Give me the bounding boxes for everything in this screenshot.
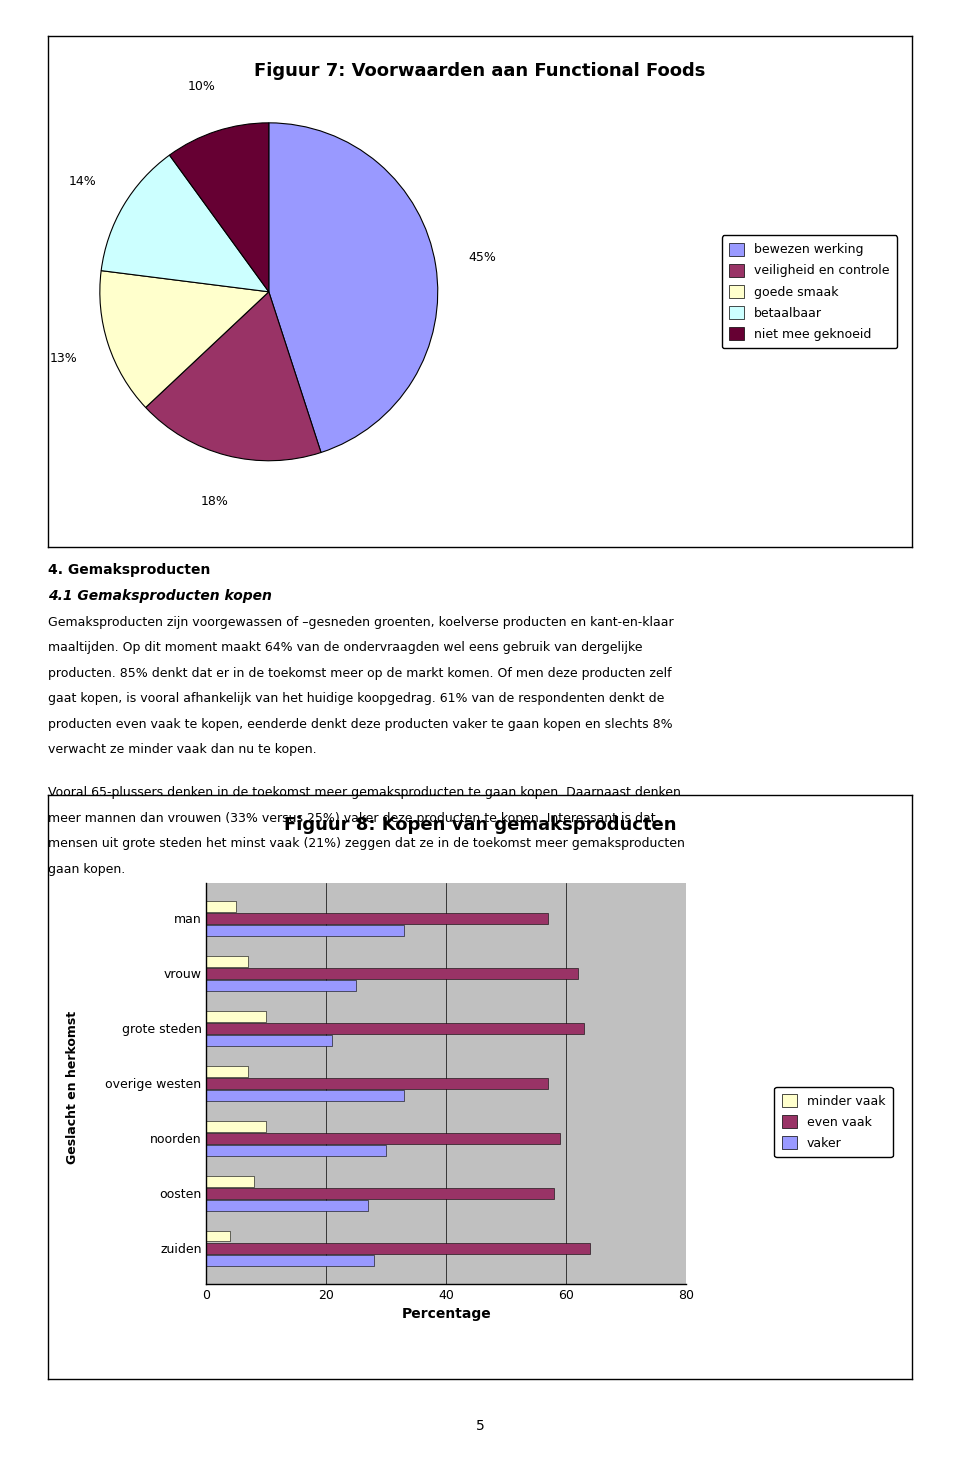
Bar xyxy=(206,1034,332,1046)
Wedge shape xyxy=(170,123,269,292)
Wedge shape xyxy=(100,270,269,407)
Text: producten even vaak te kopen, eenderde denkt deze producten vaker te gaan kopen : producten even vaak te kopen, eenderde d… xyxy=(48,718,673,731)
Bar xyxy=(206,1231,230,1242)
Text: 14%: 14% xyxy=(69,175,97,188)
Text: 13%: 13% xyxy=(49,352,77,365)
Bar xyxy=(206,1255,374,1265)
Text: verwacht ze minder vaak dan nu te kopen.: verwacht ze minder vaak dan nu te kopen. xyxy=(48,744,317,756)
Text: gaat kopen, is vooral afhankelijk van het huidige koopgedrag. 61% van de respond: gaat kopen, is vooral afhankelijk van he… xyxy=(48,693,664,705)
Text: 10%: 10% xyxy=(188,80,216,92)
Bar xyxy=(206,1134,561,1144)
Bar xyxy=(206,967,578,979)
Text: 45%: 45% xyxy=(468,251,496,264)
Text: meer mannen dan vrouwen (33% versus 25%) vaker deze producten te kopen. Interess: meer mannen dan vrouwen (33% versus 25%)… xyxy=(48,811,656,824)
Legend: bewezen werking, veiligheid en controle, goede smaak, betaalbaar, niet mee gekno: bewezen werking, veiligheid en controle,… xyxy=(722,235,897,349)
Bar xyxy=(206,1188,555,1199)
Text: 5: 5 xyxy=(475,1418,485,1433)
Bar xyxy=(206,1121,267,1132)
Text: maaltijden. Op dit moment maakt 64% van de ondervraagden wel eens gebruik van de: maaltijden. Op dit moment maakt 64% van … xyxy=(48,642,642,654)
Wedge shape xyxy=(101,155,269,292)
Text: 18%: 18% xyxy=(201,495,228,508)
Bar xyxy=(206,980,356,991)
Text: 4.1 Gemaksproducten kopen: 4.1 Gemaksproducten kopen xyxy=(48,589,272,604)
Text: Vooral 65-plussers denken in de toekomst meer gemaksproducten te gaan kopen. Daa: Vooral 65-plussers denken in de toekomst… xyxy=(48,786,681,800)
Text: Geslacht en herkomst: Geslacht en herkomst xyxy=(65,1011,79,1163)
Text: Gemaksproducten zijn voorgewassen of –gesneden groenten, koelverse producten en : Gemaksproducten zijn voorgewassen of –ge… xyxy=(48,616,674,629)
X-axis label: Percentage: Percentage xyxy=(401,1307,492,1322)
Bar xyxy=(206,1145,387,1156)
Bar xyxy=(206,1176,254,1186)
Bar xyxy=(206,925,404,935)
Bar xyxy=(206,956,249,966)
Text: Figuur 7: Voorwaarden aan Functional Foods: Figuur 7: Voorwaarden aan Functional Foo… xyxy=(254,63,706,80)
Bar xyxy=(206,1067,249,1077)
Text: producten. 85% denkt dat er in de toekomst meer op de markt komen. Of men deze p: producten. 85% denkt dat er in de toekom… xyxy=(48,667,672,680)
Bar xyxy=(206,1243,590,1253)
Bar xyxy=(206,1090,404,1100)
Wedge shape xyxy=(269,123,438,452)
Legend: minder vaak, even vaak, vaker: minder vaak, even vaak, vaker xyxy=(775,1087,893,1157)
Bar xyxy=(206,1201,369,1211)
Bar xyxy=(206,913,548,924)
Text: 4. Gemaksproducten: 4. Gemaksproducten xyxy=(48,563,210,578)
Bar xyxy=(206,1078,548,1088)
Text: mensen uit grote steden het minst vaak (21%) zeggen dat ze in de toekomst meer g: mensen uit grote steden het minst vaak (… xyxy=(48,837,684,851)
Bar xyxy=(206,1011,267,1021)
Text: Figuur 8: Kopen van gemaksproducten: Figuur 8: Kopen van gemaksproducten xyxy=(284,816,676,833)
Wedge shape xyxy=(146,292,321,461)
Text: gaan kopen.: gaan kopen. xyxy=(48,862,125,875)
Bar xyxy=(206,1023,585,1033)
Bar xyxy=(206,900,236,912)
